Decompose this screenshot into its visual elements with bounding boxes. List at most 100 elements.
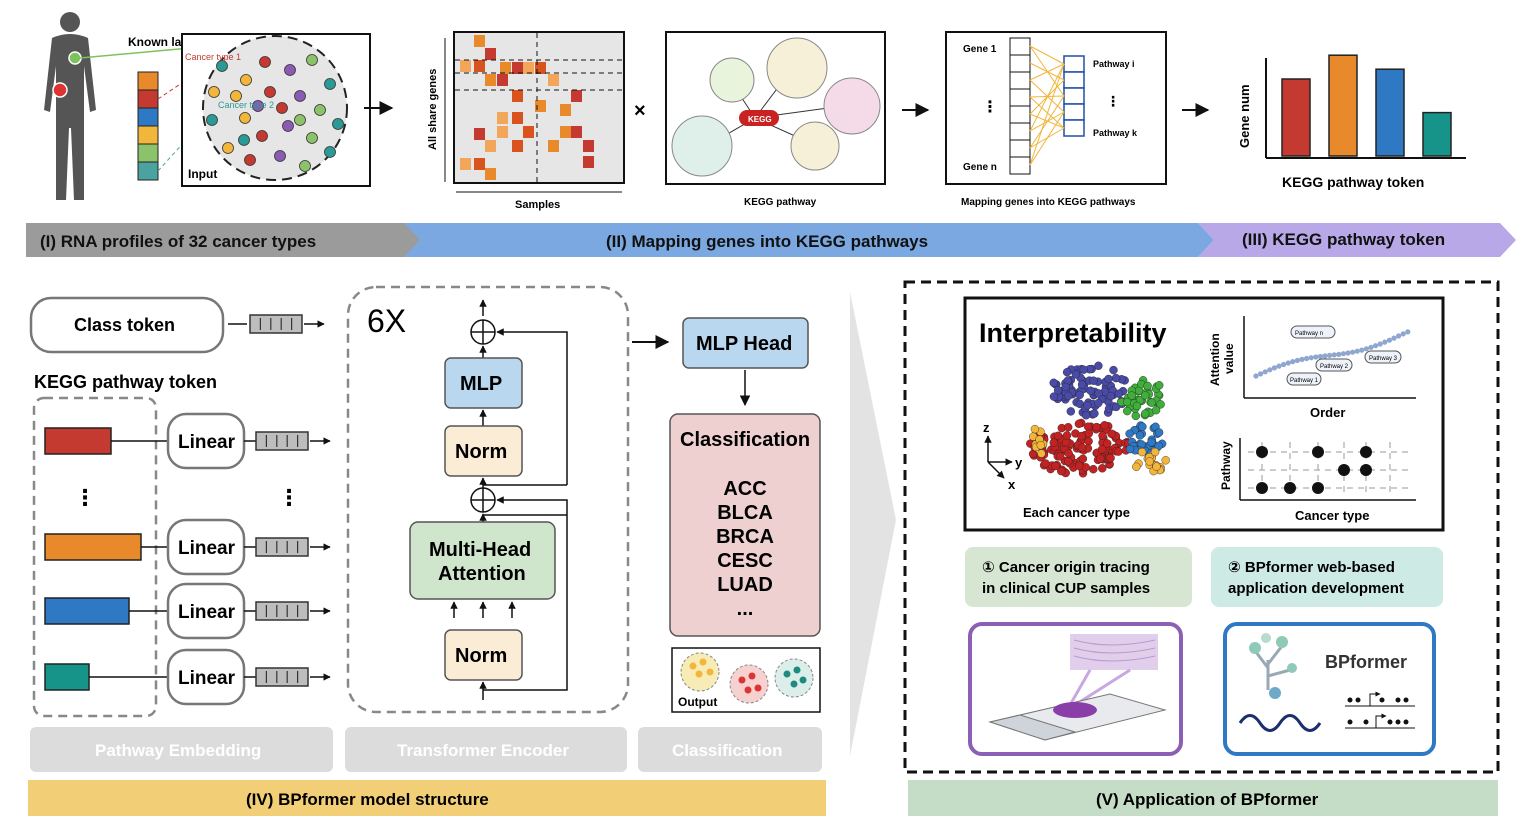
- pathway-cell: [1063, 55, 1085, 73]
- pathway-token-bar: [44, 597, 130, 625]
- gene-n-label: Gene n: [963, 162, 997, 173]
- scatter-point: [1064, 457, 1073, 466]
- scatter-point: [1084, 437, 1093, 446]
- scatter-point: [1062, 431, 1072, 440]
- token-vector: [249, 314, 303, 334]
- sample-dot: [208, 86, 220, 98]
- scatter-point: [1137, 447, 1147, 457]
- sample-dot: [238, 134, 250, 146]
- gene-cell: [1009, 71, 1031, 90]
- kegg-token-caption: KEGG pathway token: [1282, 174, 1424, 190]
- heatmap-cell: [485, 48, 496, 60]
- attention-dot: [1299, 356, 1305, 362]
- microscope-slide-icon: [988, 634, 1167, 741]
- sample-dots: [206, 54, 344, 172]
- scatter-point: [1077, 443, 1087, 452]
- pathway-column: [1063, 55, 1085, 137]
- gene-num-bar: [1328, 54, 1358, 157]
- class-item: BRCA: [716, 526, 774, 548]
- attention-dot: [1317, 353, 1323, 360]
- scatter-point: [1147, 438, 1156, 447]
- kegg-badge: KEGG: [748, 115, 772, 124]
- attention-dot: [1285, 360, 1291, 366]
- gene-num-bar: [1281, 78, 1311, 157]
- banner-stage-5: [908, 780, 1498, 816]
- scatter-point: [1066, 407, 1076, 416]
- scatter-point: [1086, 386, 1095, 395]
- pathway-k-label: Pathway k: [1093, 128, 1138, 138]
- heatmap-cell: [497, 74, 508, 86]
- linear-label: Linear: [178, 538, 236, 559]
- scatter-point: [1107, 429, 1116, 438]
- attention-dot: [1294, 357, 1300, 363]
- gene-ellipsis: ⋮: [982, 99, 998, 116]
- scatter-point: [1041, 459, 1050, 468]
- sample-dot: [240, 74, 252, 86]
- attention-dot: [1350, 349, 1356, 355]
- class-token-vector: [249, 314, 325, 334]
- attention-dot: [1382, 339, 1388, 345]
- heatmap-cell: [512, 90, 523, 102]
- banner-stage-2: [404, 223, 1214, 257]
- heatmap-cell: [485, 168, 496, 180]
- gene-column: [1009, 37, 1031, 175]
- heatmap-cell: [583, 140, 594, 152]
- six-x-label: 6X: [367, 303, 406, 339]
- gene-num-bar: [1375, 68, 1405, 157]
- scatter-point: [1098, 464, 1107, 473]
- class-item: LUAD: [717, 574, 773, 596]
- heatmap-cell: [523, 126, 534, 138]
- attention-dot: [1373, 343, 1379, 349]
- scatter-point: [1132, 401, 1142, 411]
- web-app-illustration: [1223, 622, 1436, 756]
- sample-dot: [324, 146, 336, 158]
- waveform-icon: [1238, 714, 1322, 732]
- pathway-ellipsis: ⋮: [1106, 93, 1120, 109]
- scatter-point: [1081, 411, 1091, 420]
- class-item: CESC: [717, 550, 773, 572]
- output-clusters: [680, 652, 814, 704]
- norm-top-label: Norm: [455, 441, 507, 463]
- attention-dot: [1327, 352, 1333, 358]
- grid-dot: [1312, 482, 1324, 494]
- heatmap-cell: [485, 140, 496, 152]
- kegg-network: [671, 37, 881, 177]
- attention-dot: [1304, 355, 1310, 362]
- scatter-point: [1106, 453, 1115, 463]
- app2-box: [1211, 547, 1443, 607]
- attention-dot: [1322, 353, 1328, 359]
- mapping-caption: Mapping genes into KEGG pathways: [961, 197, 1136, 208]
- grid-dot: [1338, 464, 1350, 476]
- scatter-point: [1104, 374, 1113, 384]
- heatmap-cell: [460, 158, 471, 170]
- heatmap-cell: [500, 62, 511, 74]
- heatmap-cell: [512, 112, 523, 124]
- footer-embedding: [30, 727, 333, 772]
- attention-dot: [1271, 365, 1277, 371]
- heatmap-cell: [474, 60, 485, 72]
- scatter-point: [1061, 382, 1070, 392]
- heatmap-cell: [571, 90, 582, 102]
- scatter-point: [1051, 461, 1060, 471]
- scatter-point: [1150, 447, 1160, 457]
- attention-dot: [1345, 350, 1351, 356]
- scatter-point: [1089, 376, 1098, 385]
- heatmap-cell: [583, 156, 594, 168]
- human-body-icon: [44, 12, 191, 200]
- attention-dot: [1368, 344, 1374, 350]
- mlp-label: MLP: [460, 373, 502, 395]
- scatter-point: [1083, 401, 1092, 410]
- attention-dot: [1386, 337, 1392, 343]
- heatmap-cell: [571, 126, 582, 138]
- scatter-point: [1111, 373, 1121, 383]
- scatter-point: [1075, 390, 1084, 400]
- norm-bottom-box: [444, 629, 523, 681]
- attention-dot: [1331, 352, 1337, 358]
- scatter-point: [1127, 391, 1136, 400]
- heatmap-cell: [474, 128, 485, 140]
- gene-cell: [1009, 122, 1031, 141]
- scatter-point: [1074, 461, 1084, 471]
- pathway-cell: [1063, 103, 1085, 121]
- attention-dot: [1308, 355, 1314, 361]
- sample-dot: [324, 78, 336, 90]
